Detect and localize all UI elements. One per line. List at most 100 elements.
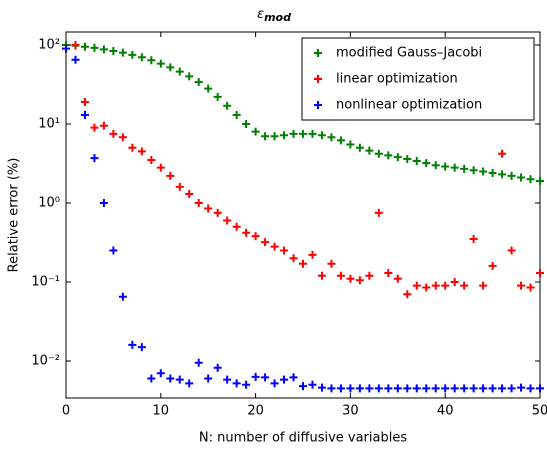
marker <box>242 119 251 128</box>
marker <box>317 383 326 392</box>
marker <box>460 281 469 290</box>
marker <box>365 271 374 280</box>
y-tick-label: 10⁰ <box>38 195 60 210</box>
marker <box>355 143 364 152</box>
marker <box>327 259 336 268</box>
marker <box>251 372 260 381</box>
marker <box>384 268 393 277</box>
marker <box>156 163 165 172</box>
marker <box>336 384 345 393</box>
marker <box>374 208 383 217</box>
marker <box>194 77 203 86</box>
marker <box>526 283 535 292</box>
marker <box>393 274 402 283</box>
marker <box>204 204 213 213</box>
marker <box>536 268 544 277</box>
marker <box>156 59 165 68</box>
marker <box>175 182 184 191</box>
marker <box>308 129 317 138</box>
marker <box>289 254 298 263</box>
marker <box>166 63 175 72</box>
marker <box>280 246 289 255</box>
marker <box>355 384 364 393</box>
marker <box>185 379 194 388</box>
marker <box>346 140 355 149</box>
marker <box>431 161 440 170</box>
marker <box>109 246 118 255</box>
marker <box>479 281 488 290</box>
marker <box>213 92 222 101</box>
x-axis-label: N: number of diffusive variables <box>199 431 407 446</box>
marker <box>517 383 526 392</box>
title-symbol: ε <box>257 7 264 22</box>
legend-label: modified Gauss–Jacobi <box>336 46 482 61</box>
marker <box>488 384 497 393</box>
marker <box>441 162 450 171</box>
marker <box>365 146 374 155</box>
marker <box>71 55 80 64</box>
marker <box>469 166 478 175</box>
marker <box>469 235 478 244</box>
marker <box>90 123 99 132</box>
marker <box>498 384 507 393</box>
marker <box>450 277 459 286</box>
marker <box>137 53 146 62</box>
marker <box>223 216 232 225</box>
marker <box>441 384 450 393</box>
marker <box>308 250 317 259</box>
marker <box>507 384 516 393</box>
marker <box>156 369 165 378</box>
marker <box>441 281 450 290</box>
title-subscript: mod <box>264 11 291 24</box>
marker <box>365 384 374 393</box>
marker <box>137 343 146 352</box>
marker <box>431 384 440 393</box>
marker <box>289 373 298 382</box>
marker <box>175 375 184 384</box>
marker <box>431 281 440 290</box>
marker <box>374 384 383 393</box>
marker <box>175 67 184 76</box>
marker <box>289 129 298 138</box>
marker <box>223 375 232 384</box>
marker <box>536 176 544 185</box>
marker <box>261 132 270 141</box>
marker <box>185 189 194 198</box>
marker <box>204 84 213 93</box>
marker <box>213 208 222 217</box>
marker <box>327 133 336 142</box>
marker <box>412 156 421 165</box>
y-tick-label: 10⁻² <box>31 353 60 368</box>
marker <box>166 374 175 383</box>
marker <box>62 44 70 53</box>
marker <box>327 384 336 393</box>
marker <box>204 374 213 383</box>
marker <box>384 384 393 393</box>
marker <box>194 358 203 367</box>
x-tick-label: 40 <box>437 404 454 419</box>
marker <box>308 380 317 389</box>
marker <box>80 97 89 106</box>
marker <box>460 164 469 173</box>
marker <box>194 198 203 207</box>
marker <box>317 271 326 280</box>
marker <box>185 72 194 81</box>
legend-box <box>301 37 535 121</box>
marker <box>280 131 289 140</box>
marker <box>137 147 146 156</box>
y-tick-label: 10² <box>38 37 60 52</box>
marker <box>128 50 137 59</box>
marker <box>80 42 89 51</box>
marker <box>147 56 156 65</box>
marker <box>526 175 535 184</box>
marker <box>317 131 326 140</box>
marker <box>261 373 270 382</box>
marker <box>460 384 469 393</box>
marker <box>251 127 260 136</box>
legend-marker <box>314 75 322 83</box>
y-tick-label: 10¹ <box>38 116 60 131</box>
marker <box>213 363 222 372</box>
legend-label: nonlinear optimization <box>336 98 482 113</box>
marker <box>118 292 127 301</box>
